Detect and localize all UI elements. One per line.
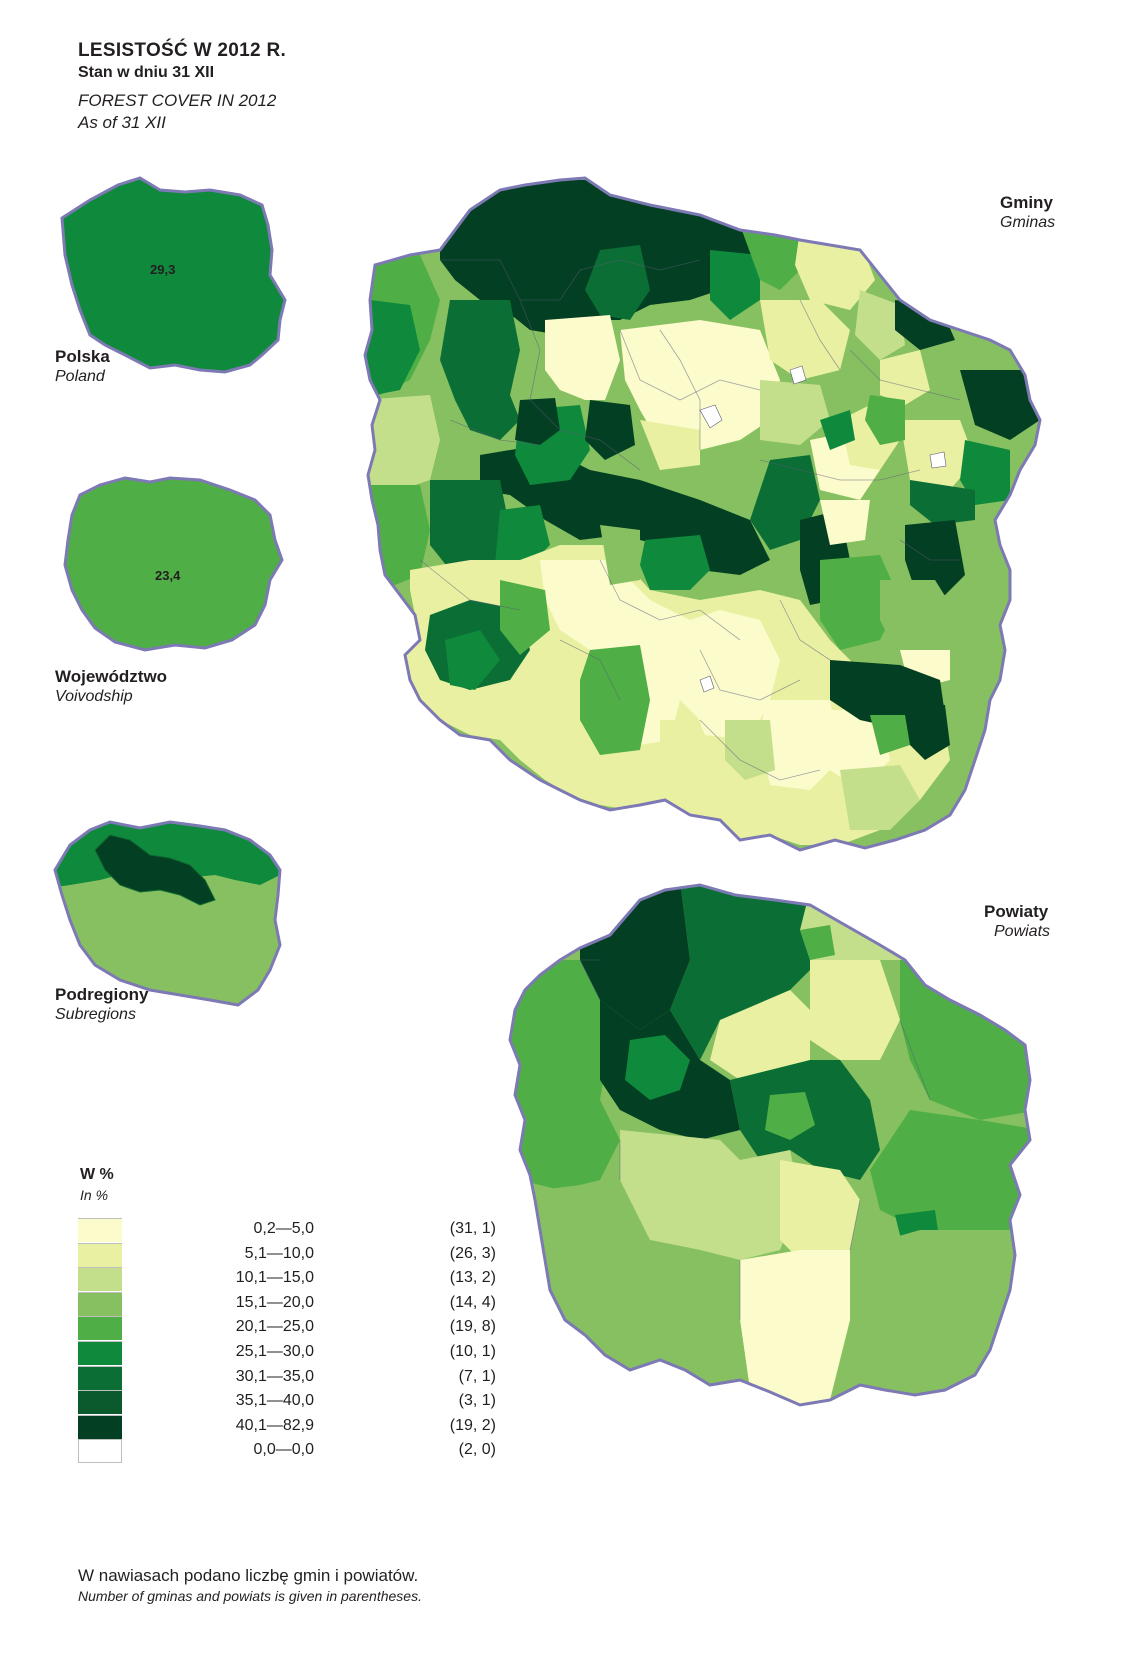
gminas-outline xyxy=(363,176,1042,852)
legend-swatch xyxy=(78,1341,122,1365)
legend-count: (7, 1) xyxy=(458,1367,496,1385)
map-subtitle: Stan w dniu 31 XII xyxy=(78,64,215,81)
powiats-label: Powiaty xyxy=(984,902,1049,921)
legend-swatch xyxy=(78,1365,122,1390)
legend-count: (3, 1) xyxy=(458,1392,496,1410)
legend-swatch xyxy=(78,1218,122,1242)
poland-value: 29,3 xyxy=(150,262,176,277)
powiats-map xyxy=(510,885,1030,1405)
legend-swatch xyxy=(78,1267,122,1292)
gminas-map xyxy=(365,178,1040,850)
powiats-label-en: Powiats xyxy=(994,923,1051,940)
voivodship-outline xyxy=(63,476,284,652)
legend-count: (31, 1) xyxy=(449,1220,496,1237)
legend-range: 0,2—5,0 xyxy=(253,1220,314,1237)
legend-row: 0,2—5,0 (31, 1) xyxy=(78,1218,496,1242)
legend-range: 5,1—10,0 xyxy=(244,1244,314,1262)
legend-swatch xyxy=(78,1291,122,1316)
legend-row: 5,1—10,0 (26, 3) xyxy=(78,1242,496,1267)
legend-swatch xyxy=(78,1390,122,1415)
legend-swatch xyxy=(78,1242,122,1267)
poland-label-en: Poland xyxy=(55,368,105,385)
map-title: LESISTOŚĆ W 2012 R. xyxy=(78,40,287,61)
legend-row: 20,1—25,0 (19, 8) xyxy=(78,1316,496,1341)
gminas-label: Gminy xyxy=(1000,193,1053,212)
voivodship-label-en: Voivodship xyxy=(55,688,133,705)
legend-row: 0,0—0,0 (2, 0) xyxy=(78,1439,496,1464)
map-title-en: FOREST COVER IN 2012 xyxy=(78,91,277,110)
legend-row: 30,1—35,0 (7, 1) xyxy=(78,1365,496,1390)
legend-count: (14, 4) xyxy=(449,1293,496,1311)
map-subtitle-en: As of 31 XII xyxy=(78,113,166,132)
legend-row: 40,1—82,9 (19, 2) xyxy=(78,1414,496,1439)
legend-swatch xyxy=(78,1414,122,1439)
subregions-label: Podregiony xyxy=(55,985,149,1004)
legend-title-en: In % xyxy=(80,1187,109,1203)
footnote: W nawiasach podano liczbę gmin i powiató… xyxy=(78,1566,419,1585)
legend-row: 15,1—20,0 (14, 4) xyxy=(78,1291,496,1316)
voivodship-label: Województwo xyxy=(55,667,168,686)
legend-range: 20,1—25,0 xyxy=(235,1318,314,1336)
legend-count: (10, 1) xyxy=(449,1343,496,1360)
subregions-label-en: Subregions xyxy=(55,1006,136,1023)
legend-count: (19, 8) xyxy=(449,1318,496,1336)
legend-row: 10,1—15,0 (13, 2) xyxy=(78,1267,496,1292)
legend-range: 0,0—0,0 xyxy=(253,1441,314,1459)
legend-count: (13, 2) xyxy=(449,1269,496,1287)
legend-range: 30,1—35,0 xyxy=(235,1367,314,1385)
powiats-outline xyxy=(508,883,1032,1407)
legend-range: 10,1—15,0 xyxy=(235,1269,314,1287)
footnote-en: Number of gminas and powiats is given in… xyxy=(78,1588,422,1604)
legend-swatch xyxy=(78,1316,122,1341)
legend-range: 25,1—30,0 xyxy=(235,1343,314,1360)
legend-count: (2, 0) xyxy=(458,1441,496,1459)
legend-row: 25,1—30,0 (10, 1) xyxy=(78,1341,496,1365)
subregions-outline xyxy=(53,820,282,1007)
legend-title: W % xyxy=(80,1166,114,1183)
legend-range: 40,1—82,9 xyxy=(235,1416,314,1434)
legend-range: 35,1—40,0 xyxy=(235,1392,314,1410)
legend-count: (26, 3) xyxy=(449,1244,496,1262)
legend-count: (19, 2) xyxy=(449,1416,496,1434)
legend-swatch xyxy=(78,1439,122,1464)
poland-label: Polska xyxy=(55,347,110,366)
voivodship-value: 23,4 xyxy=(155,568,181,583)
legend-row: 35,1—40,0 (3, 1) xyxy=(78,1390,496,1415)
gminas-label-en: Gminas xyxy=(1000,214,1056,231)
legend-range: 15,1—20,0 xyxy=(235,1293,314,1311)
poland-outline xyxy=(60,176,287,374)
